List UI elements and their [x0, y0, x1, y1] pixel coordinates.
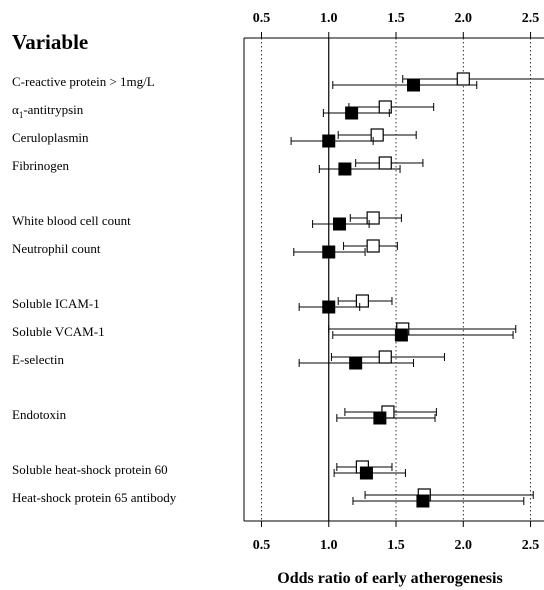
- point-filled-square: [373, 411, 387, 425]
- x-axis-label: Odds ratio of early atherogenesis: [277, 570, 502, 587]
- point-filled-square: [333, 217, 347, 231]
- point-filled-square: [322, 245, 336, 259]
- tick-label-bottom: 1.5: [387, 538, 405, 553]
- point-filled-square: [394, 328, 408, 342]
- tick-label-top: 1.5: [387, 11, 405, 26]
- point-filled-square: [416, 494, 430, 508]
- row-label: Soluble VCAM-1: [12, 324, 105, 339]
- point-filled-square: [322, 134, 336, 148]
- point-open-square: [370, 128, 384, 142]
- point-filled-square: [338, 162, 352, 176]
- row-label: White blood cell count: [12, 213, 131, 228]
- row-label: Soluble ICAM-1: [12, 296, 100, 311]
- tick-label-top: 1.0: [320, 11, 338, 26]
- row-label: Fibrinogen: [12, 158, 70, 173]
- point-filled-square: [349, 356, 363, 370]
- point-open-square: [366, 239, 380, 253]
- row-label: Heat-shock protein 65 antibody: [12, 490, 177, 505]
- point-open-square: [355, 294, 369, 308]
- point-open-square: [378, 156, 392, 170]
- row-label: Neutrophil count: [12, 241, 101, 256]
- tick-label-bottom: 1.0: [320, 538, 338, 553]
- point-filled-square: [407, 78, 421, 92]
- point-filled-square: [345, 106, 359, 120]
- point-open-square: [378, 350, 392, 364]
- row-label: C-reactive protein > 1mg/L: [12, 74, 155, 89]
- row-header: Variable: [12, 30, 88, 54]
- point-open-square: [366, 211, 380, 225]
- tick-label-bottom: 2.5: [522, 538, 540, 553]
- row-label: E-selectin: [12, 352, 64, 367]
- tick-label-bottom: 2.0: [455, 538, 473, 553]
- row-label: Soluble heat-shock protein 60: [12, 462, 168, 477]
- tick-label-top: 2.5: [522, 11, 540, 26]
- point-open-square: [456, 72, 470, 86]
- point-filled-square: [359, 466, 373, 480]
- tick-label-top: 0.5: [253, 11, 271, 26]
- row-label: Ceruloplasmin: [12, 130, 89, 145]
- row-label: Endotoxin: [12, 407, 67, 422]
- tick-label-bottom: 0.5: [253, 538, 271, 553]
- point-filled-square: [322, 300, 336, 314]
- row-label: α1-antitrypsin: [12, 102, 84, 120]
- tick-label-top: 2.0: [455, 11, 473, 26]
